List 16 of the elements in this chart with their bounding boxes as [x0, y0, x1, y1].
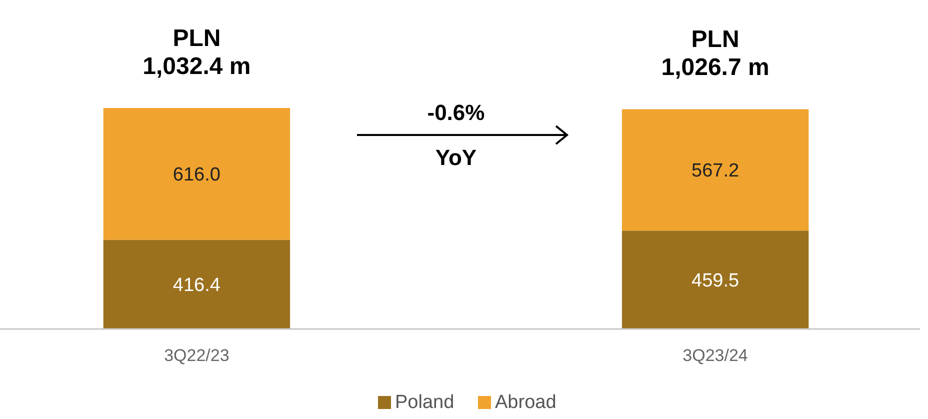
- total-label: PLN 1,026.7 m: [661, 26, 770, 82]
- x-tick-label: 3Q23/24: [682, 346, 748, 365]
- bar: [103, 108, 290, 240]
- total-label: PLN 1,032.4 m: [142, 25, 251, 80]
- legend-label: Poland: [395, 392, 454, 413]
- data-label: 416.4: [172, 275, 221, 296]
- annotation: -0.6%: [427, 100, 485, 125]
- data-label: 616.0: [172, 164, 220, 186]
- data-label: 459.5: [692, 270, 740, 292]
- bar: [103, 240, 290, 329]
- bar: [622, 109, 809, 231]
- x-tick-label: 3Q22/23: [164, 346, 230, 365]
- bar: [622, 230, 809, 329]
- data-label: 567.2: [692, 160, 740, 182]
- annotation: YoY: [435, 145, 477, 170]
- legend-label: Abroad: [495, 392, 556, 413]
